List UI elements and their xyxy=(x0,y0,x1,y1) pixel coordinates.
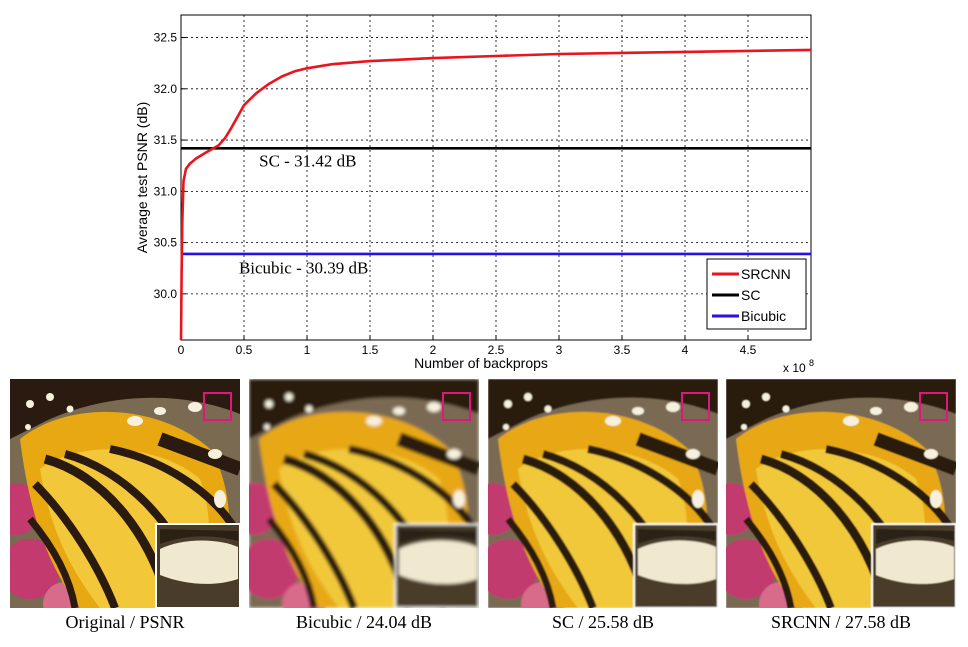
caption-bicubic: Bicubic / 24.04 dB xyxy=(296,612,432,632)
butterfly-wing-image xyxy=(488,379,718,608)
legend-label-bicubic: Bicubic xyxy=(741,308,786,324)
x-multiplier-base: x 10 xyxy=(783,361,806,375)
chart-annotations: SC - 31.42 dB Bicubic - 30.39 dB xyxy=(239,152,368,278)
chart-series xyxy=(179,48,812,341)
x-tick-label: 1.5 xyxy=(362,343,379,357)
y-axis-label: Average test PSNR (dB) xyxy=(134,102,150,253)
y-tick-label: 32.5 xyxy=(154,31,178,45)
butterfly-wing-image xyxy=(249,379,479,608)
x-multiplier-exponent: 8 xyxy=(809,358,814,368)
legend-label-srcnn: SRCNN xyxy=(741,266,791,282)
image-panel-original xyxy=(10,379,240,608)
chart-legend: SRCNN SC Bicubic xyxy=(706,258,807,330)
psnr-chart: 0 0.5 1 1.5 2 2.5 3 3.5 4 4.5 30.0 30.5 31.0 31.5 32.0… xyxy=(134,14,814,375)
series-line-srcnn xyxy=(179,48,812,341)
chart-grid xyxy=(181,15,811,340)
image-panel-srcnn xyxy=(726,379,956,608)
x-tick-label: 2.5 xyxy=(488,343,505,357)
y-tick-label: 30.0 xyxy=(154,287,178,301)
x-tick-label: 4.5 xyxy=(740,343,757,357)
image-panel-sc xyxy=(488,379,718,608)
y-tick-label: 30.5 xyxy=(154,236,178,250)
legend-label-sc: SC xyxy=(741,287,760,303)
x-axis-label: Number of backprops xyxy=(414,355,548,371)
zoom-inset xyxy=(871,523,956,608)
highlight-box xyxy=(442,392,471,421)
caption-srcnn: SRCNN / 27.58 dB xyxy=(770,612,912,632)
butterfly-wing-image xyxy=(726,379,956,608)
x-tick-label: 0 xyxy=(178,343,185,357)
highlight-box xyxy=(681,392,710,421)
caption-sc: SC / 25.58 dB xyxy=(551,612,655,632)
x-tick-label: 4 xyxy=(682,343,689,357)
annotation-0: SC - 31.42 dB xyxy=(259,152,356,171)
zoom-inset xyxy=(394,523,479,608)
highlight-box xyxy=(919,392,948,421)
x-tick-label: 0.5 xyxy=(236,343,253,357)
axis-ticks: 0 0.5 1 1.5 2 2.5 3 3.5 4 4.5 30.0 30.5 31.0 31.5 32.0… xyxy=(154,31,757,357)
x-tick-label: 3 xyxy=(556,343,563,357)
butterfly-wing-image xyxy=(10,379,240,608)
y-tick-label: 31.0 xyxy=(154,184,178,198)
highlight-box xyxy=(203,392,232,421)
x-tick-label: 1 xyxy=(304,343,311,357)
y-tick-label: 32.0 xyxy=(154,82,178,96)
zoom-inset xyxy=(633,523,718,608)
caption-original: Original / PSNR xyxy=(65,612,185,632)
x-tick-label: 3.5 xyxy=(614,343,631,357)
annotation-1: Bicubic - 30.39 dB xyxy=(239,258,368,277)
x-tick-label: 2 xyxy=(430,343,437,357)
y-tick-label: 31.5 xyxy=(154,133,178,147)
x-axis-multiplier: x 10 8 xyxy=(783,358,814,375)
zoom-inset xyxy=(155,523,240,608)
image-panel-bicubic xyxy=(249,379,479,608)
